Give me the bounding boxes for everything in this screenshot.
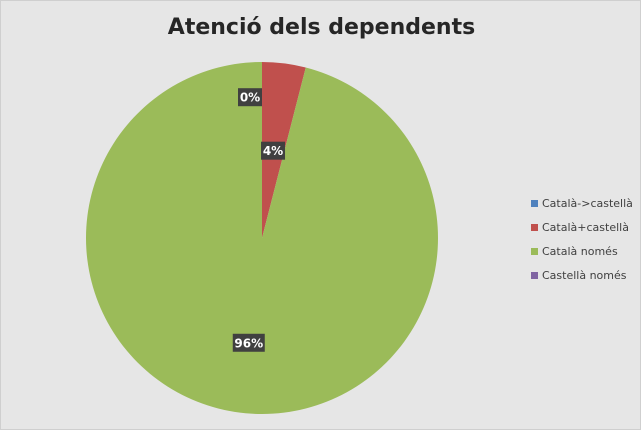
legend-swatch xyxy=(531,223,538,231)
legend: Català->castellà Català+castellà Català no… xyxy=(531,191,639,287)
legend-swatch xyxy=(531,199,538,207)
legend-item-catal-castell: Català->castellà xyxy=(531,191,639,215)
legend-item-catal-nom-s: Català només xyxy=(531,239,639,263)
data-label-text: 4% xyxy=(263,144,283,158)
data-label-catal-nom-s: 96% xyxy=(232,333,265,352)
data-label-text: 0% xyxy=(240,91,260,105)
data-label-box xyxy=(238,88,262,107)
data-label-text: 96% xyxy=(234,336,263,350)
legend-label: Català->castellà xyxy=(542,196,633,210)
legend-swatch xyxy=(531,247,538,255)
data-label-box xyxy=(232,333,265,352)
legend-item-castell-nom-s: Castellà només xyxy=(531,263,639,287)
legend-swatch xyxy=(531,271,538,279)
data-label-catal-castell: 0% xyxy=(238,88,262,107)
legend-label: Català+castellà xyxy=(542,220,629,234)
legend-label: Català només xyxy=(542,244,618,258)
pie-slice-catal-nom-s xyxy=(85,62,438,415)
legend-label: Castellà només xyxy=(542,268,627,282)
chart-title: Atenció dels dependents xyxy=(167,15,476,40)
data-label-catal-castell: 4% xyxy=(261,141,286,160)
legend-item-catal-castell: Català+castellà xyxy=(531,215,639,239)
data-label-box xyxy=(261,141,286,160)
